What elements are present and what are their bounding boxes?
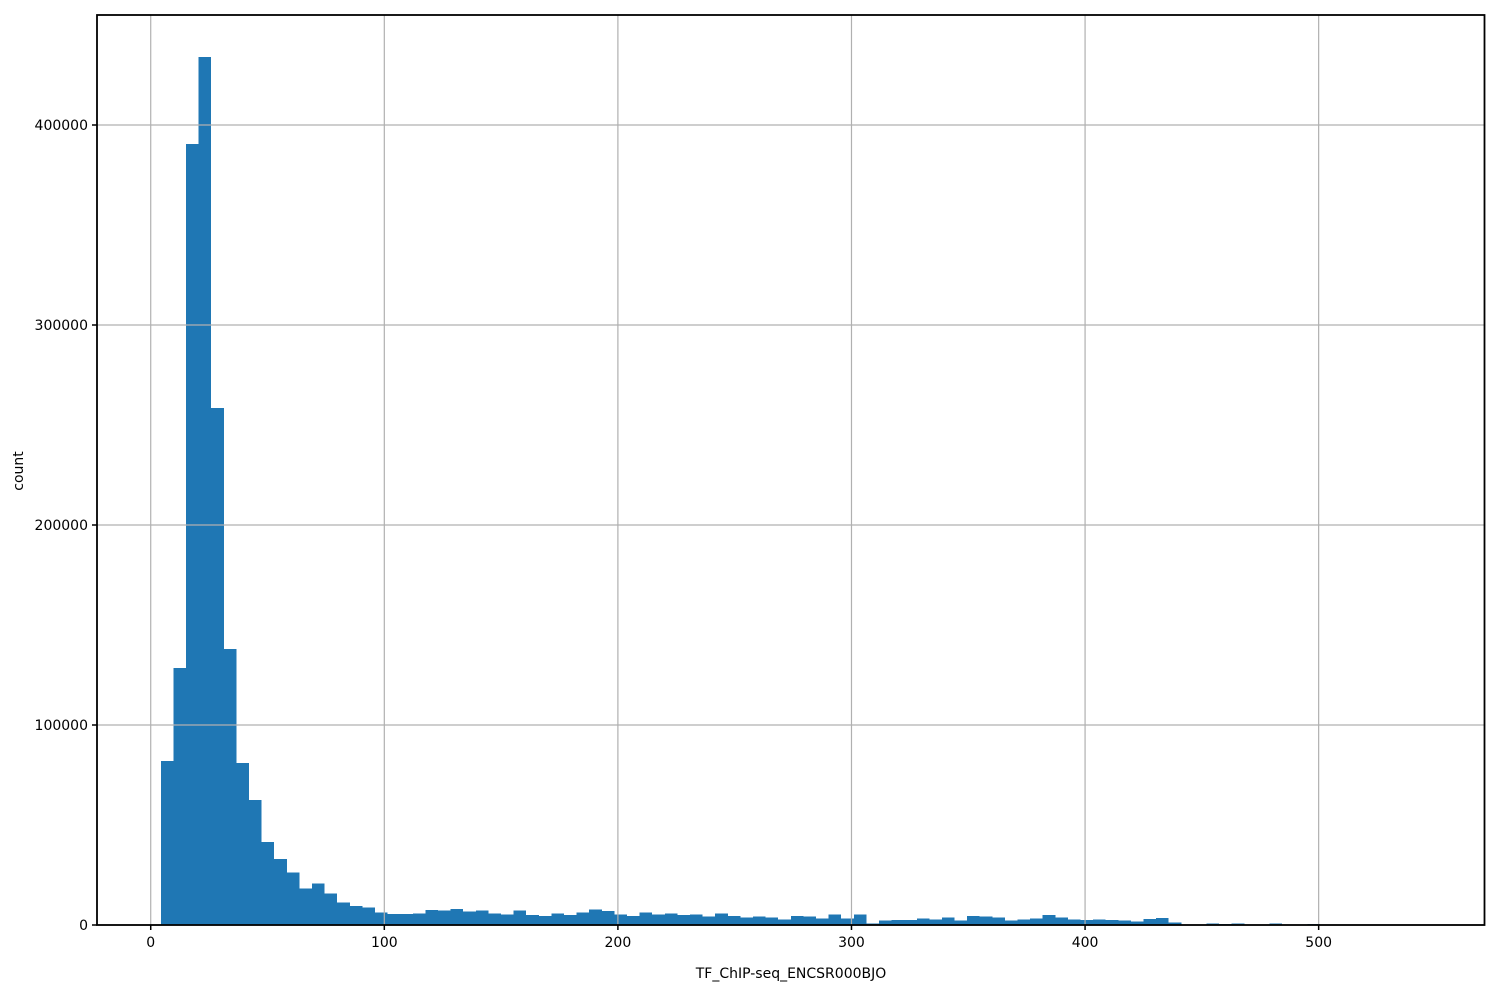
histogram-bar xyxy=(311,883,325,925)
histogram-bar xyxy=(891,920,905,925)
histogram-bar xyxy=(841,918,854,925)
histogram-bar xyxy=(400,914,413,925)
histogram-bar xyxy=(1004,920,1018,925)
histogram-bar xyxy=(904,920,917,925)
histogram-bar xyxy=(1105,920,1119,925)
histogram-bar xyxy=(286,872,300,925)
histogram-bar xyxy=(1042,915,1056,925)
y-tick-label: 200000 xyxy=(35,518,88,534)
histogram-bar xyxy=(236,763,249,925)
histogram-bar xyxy=(198,57,212,925)
histogram-bar xyxy=(324,893,338,925)
histogram-bar xyxy=(652,914,665,925)
histogram-bar xyxy=(1156,918,1169,925)
histogram-bar xyxy=(878,920,892,925)
histogram-bar xyxy=(576,912,590,925)
x-tick-label: 100 xyxy=(371,935,398,951)
plot-border xyxy=(96,14,1486,926)
histogram-bar xyxy=(488,913,501,925)
histogram-bar xyxy=(1055,917,1068,925)
histogram-bar xyxy=(967,916,980,925)
histogram-bar xyxy=(349,905,363,925)
x-tick-label: 500 xyxy=(1305,935,1332,951)
histogram-bar xyxy=(664,913,678,925)
y-tick-label: 400000 xyxy=(35,118,88,134)
x-tick-label: 400 xyxy=(1072,935,1099,951)
histogram-bar xyxy=(941,917,955,925)
histogram-bar xyxy=(828,914,842,925)
histogram-bar xyxy=(1017,919,1031,925)
histogram-bar xyxy=(765,917,779,925)
histogram-bar xyxy=(752,916,766,925)
histogram-bar xyxy=(1030,918,1043,925)
x-tick-label: 300 xyxy=(838,935,865,951)
histogram-bar xyxy=(463,911,476,925)
histogram-bar xyxy=(1093,919,1106,925)
histogram-bar xyxy=(979,916,993,925)
histogram-bar xyxy=(929,919,942,925)
histogram-bar xyxy=(589,909,602,925)
histogram-bar xyxy=(803,916,816,925)
histogram-bar xyxy=(412,913,426,925)
histogram-bar xyxy=(1080,920,1094,925)
histogram-bar xyxy=(639,912,653,925)
histogram-bar xyxy=(1067,919,1081,925)
histogram-bar xyxy=(500,914,514,925)
histogram-bar xyxy=(387,914,401,925)
histogram-bar xyxy=(778,919,791,925)
y-tick-label: 0 xyxy=(79,918,88,934)
x-axis-label: TF_ChIP-seq_ENCSR000BJO xyxy=(695,966,887,982)
histogram-bar xyxy=(853,914,867,925)
histogram-bar xyxy=(1130,921,1144,925)
histogram-bar xyxy=(790,916,804,925)
histogram-bar xyxy=(992,917,1005,925)
histogram-bar xyxy=(538,916,552,925)
histogram-bar xyxy=(425,910,438,925)
histogram-bar xyxy=(362,907,375,925)
y-tick-label: 300000 xyxy=(35,318,88,334)
histogram-bar xyxy=(702,916,716,925)
y-tick-label: 100000 xyxy=(35,718,88,734)
histogram-bar xyxy=(1168,922,1182,925)
histogram-bar xyxy=(261,842,275,925)
histogram-bar xyxy=(223,649,237,925)
x-tick-label: 0 xyxy=(146,935,155,951)
histogram-bar xyxy=(626,916,640,925)
histogram-bar xyxy=(173,668,186,925)
histogram-bar xyxy=(526,915,539,925)
histogram-bar xyxy=(715,913,728,925)
histogram-bar xyxy=(815,918,829,925)
y-axis-label: count xyxy=(11,451,27,491)
histogram-bar xyxy=(601,911,615,925)
histogram-bar xyxy=(1118,920,1131,925)
histogram-bar xyxy=(677,915,690,925)
histogram-bar xyxy=(551,913,564,925)
histogram-bar xyxy=(1143,919,1157,925)
histogram-bar xyxy=(160,761,174,925)
histogram-bar xyxy=(299,888,312,925)
histogram-bar xyxy=(274,859,287,925)
histogram-bar xyxy=(513,910,527,925)
histogram-bar xyxy=(954,920,968,925)
histogram-bar xyxy=(727,916,741,925)
histogram-bar xyxy=(185,144,199,925)
histogram-bar xyxy=(337,902,350,925)
histogram-bar xyxy=(450,909,464,925)
histogram-bar xyxy=(437,910,451,925)
histogram-bar xyxy=(563,915,577,925)
histogram-bar xyxy=(740,917,753,925)
histogram-bar xyxy=(248,800,262,925)
histogram-bar xyxy=(475,910,489,925)
x-tick-label: 200 xyxy=(605,935,632,951)
histogram-bar xyxy=(211,408,224,925)
histogram-bar xyxy=(374,912,388,925)
histogram-bar xyxy=(614,914,627,925)
histogram-bar xyxy=(916,918,930,925)
histogram-bar xyxy=(689,914,703,925)
